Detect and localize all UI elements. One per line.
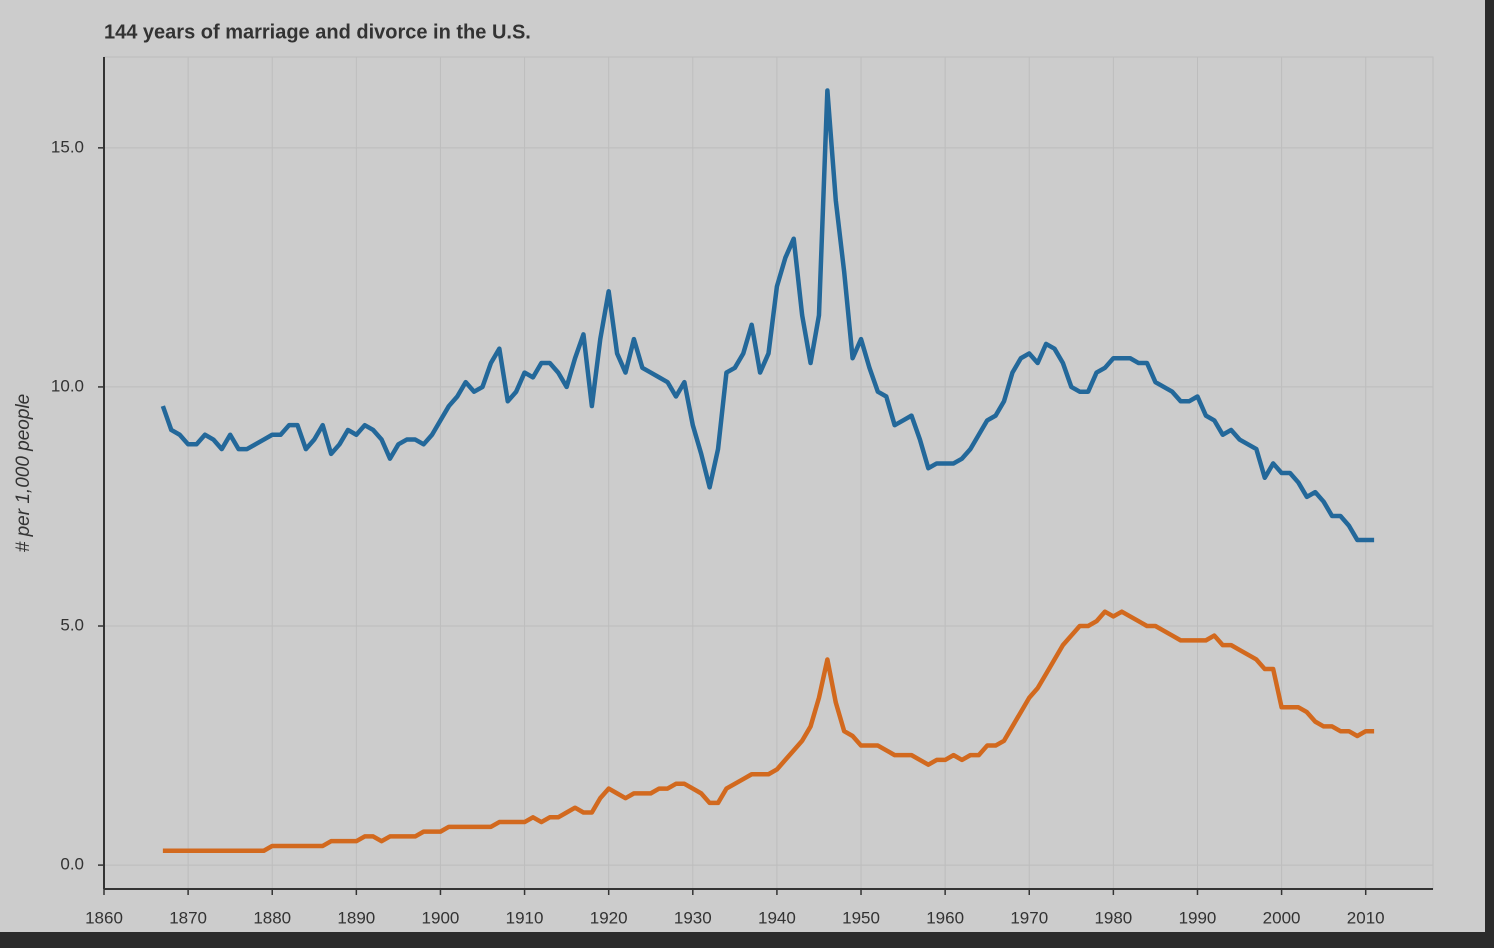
x-tick-label: 1870 (169, 908, 207, 927)
x-tick-label: 1900 (422, 908, 460, 927)
x-tick-label: 1950 (842, 908, 880, 927)
y-axis-label: # per 1,000 people (13, 394, 34, 552)
y-tick-label: 0.0 (60, 855, 84, 874)
y-tick-label: 10.0 (51, 376, 84, 395)
x-tick-label: 1990 (1179, 908, 1217, 927)
y-tick-label: 15.0 (51, 137, 84, 156)
x-tick-label: 1960 (926, 908, 964, 927)
series-line (162, 609, 1375, 853)
x-tick-label: 1970 (1010, 908, 1048, 927)
background (0, 0, 1485, 932)
x-tick-label: 2000 (1263, 908, 1301, 927)
series-line (160, 88, 1375, 543)
x-tick-label: 2010 (1347, 908, 1385, 927)
x-tick-label: 1910 (506, 908, 544, 927)
x-tick-label: 1880 (253, 908, 291, 927)
x-tick-label: 1860 (85, 908, 123, 927)
x-tick-label: 1920 (590, 908, 628, 927)
x-tick-label: 1980 (1094, 908, 1132, 927)
x-tick-label: 1930 (674, 908, 712, 927)
y-tick-label: 5.0 (60, 615, 84, 634)
chart-title: 144 years of marriage and divorce in the… (104, 21, 531, 43)
x-tick-label: 1940 (758, 908, 796, 927)
x-tick-label: 1890 (337, 908, 375, 927)
